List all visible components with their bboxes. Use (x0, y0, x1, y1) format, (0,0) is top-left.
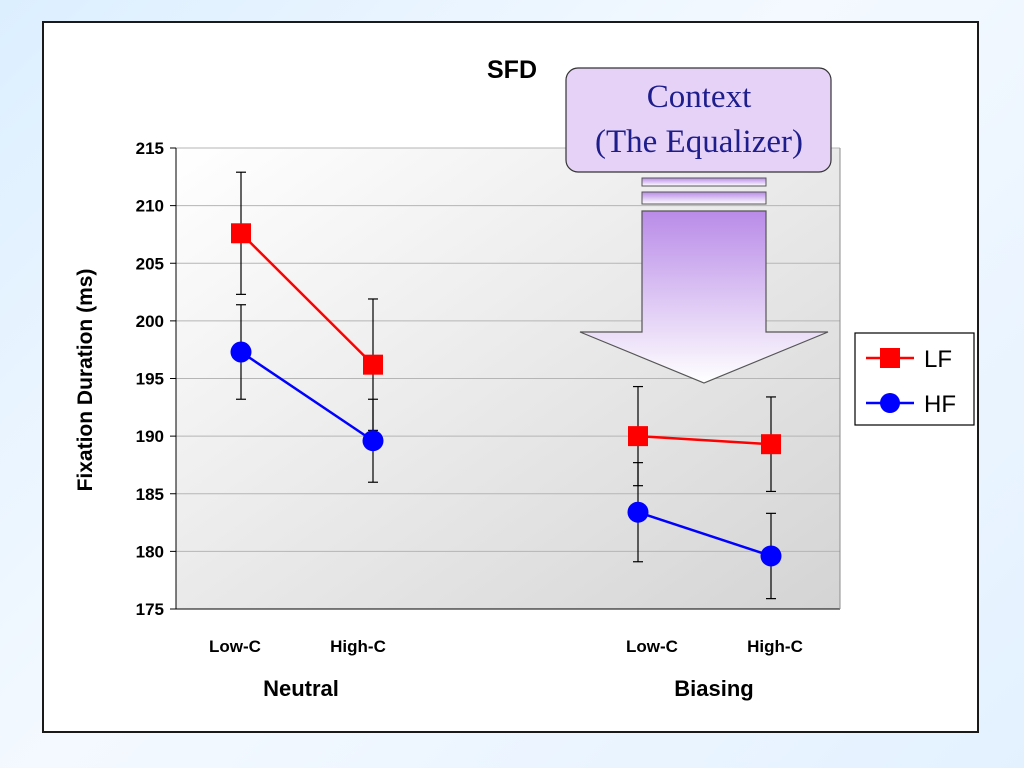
point-lf-0-0 (231, 223, 251, 244)
point-hf-1-0 (627, 501, 649, 523)
chart-title: SFD (487, 56, 537, 84)
y-tick-label-195: 195 (136, 370, 164, 389)
legend-label-hf: HF (924, 391, 956, 418)
y-tick-label-185: 185 (136, 485, 164, 504)
callout-box (565, 67, 832, 173)
group-label-neutral: Neutral (263, 676, 339, 701)
x-label-biasing-high-c: High-C (747, 637, 803, 656)
point-hf-0-0 (230, 341, 252, 363)
x-label-neutral-low-c: Low-C (209, 637, 261, 656)
y-axis-label: Fixation Duration (ms) (74, 269, 97, 492)
y-tick-label-190: 190 (136, 427, 164, 446)
series-line-hf-group-0 (240, 350, 374, 442)
point-hf-1-1 (760, 545, 782, 567)
arrow-stripe-1 (641, 177, 767, 187)
point-lf-1-0 (628, 426, 648, 447)
point-lf-0-1 (363, 354, 383, 375)
series-line-lf-group-1 (637, 434, 772, 446)
legend-box (854, 332, 975, 426)
series-line-lf-group-0 (240, 232, 374, 366)
group-label-biasing: Biasing (674, 676, 753, 701)
legend-label-lf: LF (924, 346, 952, 373)
y-ticks: 175 180 185 190 195 200 205 210 215 (136, 139, 176, 619)
callout-line-1: Context (647, 79, 752, 115)
context-callout: Context (The Equalizer) (565, 67, 832, 173)
callout-line-2: (The Equalizer) (595, 124, 803, 160)
y-tick-label-200: 200 (136, 312, 164, 331)
y-tick-label-175: 175 (136, 600, 164, 619)
y-tick-label-205: 205 (136, 254, 164, 273)
equalizer-arrow (579, 177, 829, 384)
arrow-body (579, 210, 829, 384)
y-tick-label-210: 210 (136, 197, 164, 216)
point-hf-0-1 (362, 430, 384, 452)
legend-marker-lf (880, 348, 900, 368)
legend: LF HF (854, 332, 975, 426)
legend-marker-hf (880, 393, 900, 413)
y-tick-label-180: 180 (136, 542, 164, 561)
series-layer (230, 171, 782, 600)
x-label-biasing-low-c: Low-C (626, 637, 678, 656)
arrow-stripe-2 (641, 191, 767, 205)
x-label-neutral-high-c: High-C (330, 637, 386, 656)
point-lf-1-1 (761, 434, 781, 455)
series-line-hf-group-1 (637, 511, 772, 558)
y-tick-label-215: 215 (136, 139, 164, 158)
